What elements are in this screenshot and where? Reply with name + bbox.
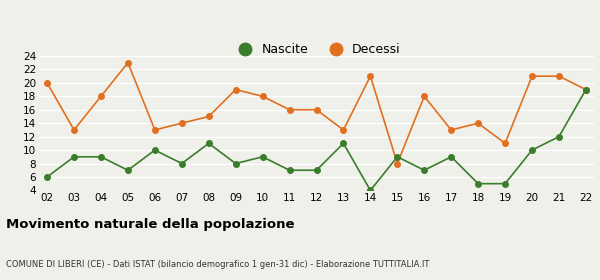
Text: Movimento naturale della popolazione: Movimento naturale della popolazione [6, 218, 295, 231]
Text: COMUNE DI LIBERI (CE) - Dati ISTAT (bilancio demografico 1 gen-31 dic) - Elabora: COMUNE DI LIBERI (CE) - Dati ISTAT (bila… [6, 260, 430, 269]
Legend: Nascite, Decessi: Nascite, Decessi [227, 38, 406, 61]
